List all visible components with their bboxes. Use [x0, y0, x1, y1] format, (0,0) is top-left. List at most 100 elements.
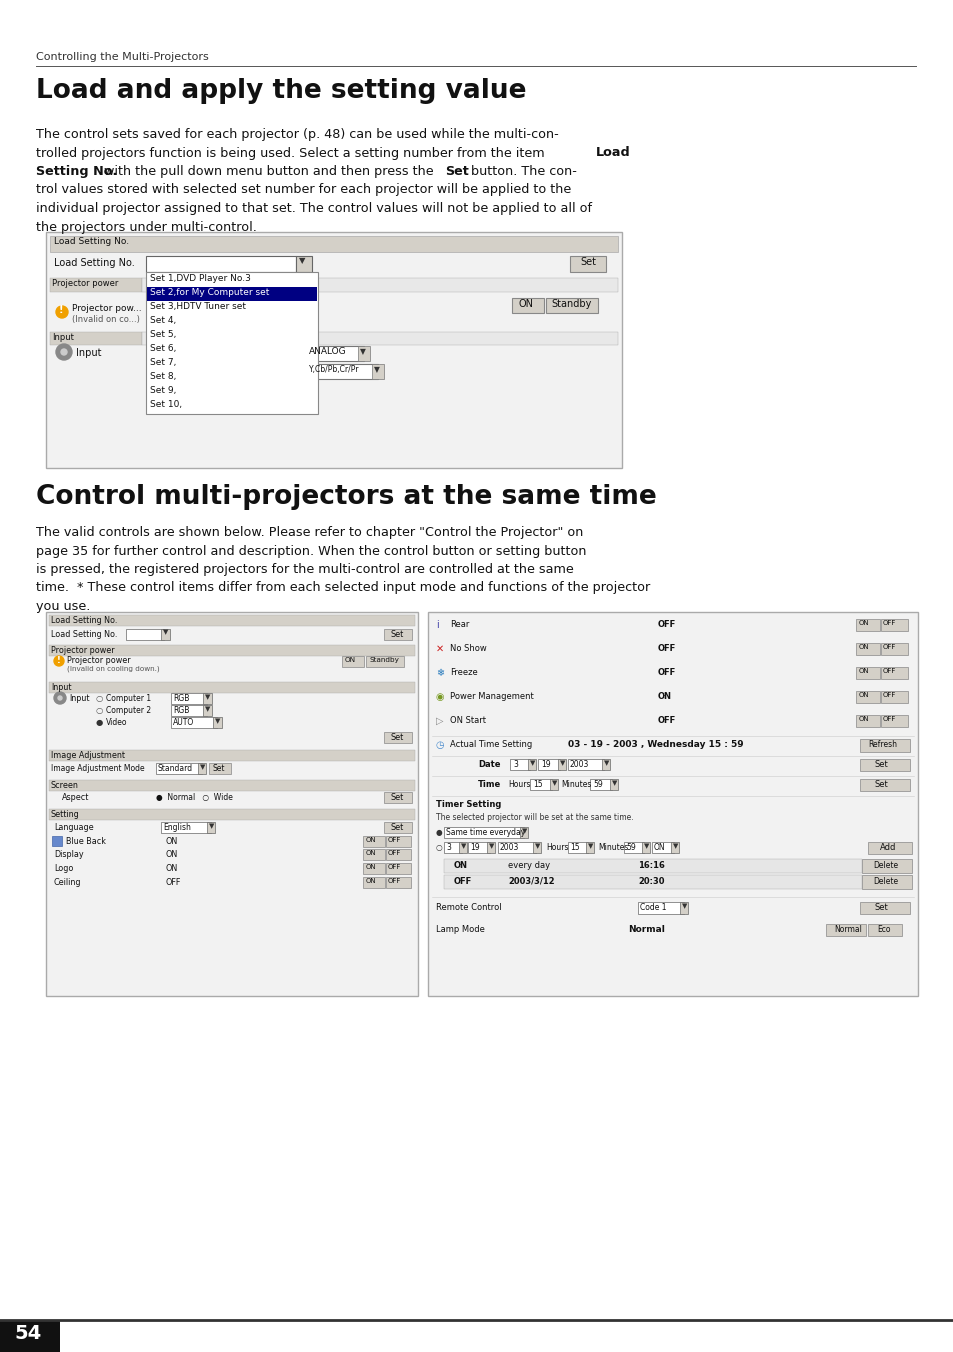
Text: Code 1: Code 1	[639, 903, 666, 913]
Text: Date: Date	[477, 760, 500, 769]
Text: ▼: ▼	[587, 844, 593, 849]
Bar	[363, 863, 385, 873]
Bar	[533, 842, 540, 853]
Text: trol values stored with selected set number for each projector will be applied t: trol values stored with selected set num…	[36, 184, 571, 196]
Text: Hours: Hours	[545, 844, 568, 852]
Text: OFF: OFF	[388, 850, 401, 856]
Text: ▼: ▼	[359, 347, 366, 356]
Bar	[880, 715, 907, 727]
Text: OFF: OFF	[388, 864, 401, 869]
Text: OFF: OFF	[882, 692, 896, 698]
Bar	[585, 842, 594, 853]
Bar	[142, 333, 618, 345]
Bar	[867, 842, 911, 854]
Text: ▷: ▷	[436, 717, 443, 726]
Bar	[213, 717, 222, 727]
Text: Control multi-projectors at the same time: Control multi-projectors at the same tim…	[36, 484, 656, 510]
Text: Minutes: Minutes	[560, 780, 591, 790]
Text: ◷: ◷	[436, 740, 444, 750]
Text: 19: 19	[470, 844, 479, 852]
Bar	[161, 822, 211, 833]
Bar	[530, 779, 552, 790]
Text: Set: Set	[444, 165, 468, 178]
Text: you use.: you use.	[36, 600, 91, 612]
Bar	[641, 842, 649, 853]
Bar	[363, 849, 385, 860]
Text: Blue Back: Blue Back	[66, 837, 106, 846]
Text: Load and apply the setting value: Load and apply the setting value	[36, 78, 526, 104]
Bar	[171, 704, 207, 717]
Text: Input: Input	[69, 694, 90, 703]
Text: 15: 15	[533, 780, 542, 790]
Text: ▼: ▼	[559, 760, 565, 767]
Text: ANALOG: ANALOG	[309, 347, 346, 356]
Circle shape	[56, 343, 71, 360]
Text: RGB: RGB	[172, 694, 190, 703]
Text: ▼: ▼	[552, 780, 557, 786]
Bar	[651, 842, 673, 853]
Bar	[366, 656, 403, 667]
Text: Projector power: Projector power	[52, 279, 118, 288]
Text: Standby: Standby	[370, 657, 399, 662]
Text: OFF: OFF	[454, 877, 472, 886]
Text: ▼: ▼	[374, 365, 379, 375]
Text: 16:16: 16:16	[638, 861, 664, 869]
Bar	[589, 779, 612, 790]
Text: Set: Set	[874, 903, 888, 913]
Text: OFF: OFF	[882, 621, 896, 626]
Text: ON: ON	[345, 657, 355, 662]
Text: !: !	[57, 656, 61, 665]
Text: ▼: ▼	[200, 764, 205, 771]
Text: Load Setting No.: Load Setting No.	[51, 630, 117, 639]
Bar	[363, 836, 385, 846]
Bar	[527, 758, 536, 771]
Bar	[207, 822, 214, 833]
Text: Time: Time	[477, 780, 500, 790]
Text: ON: ON	[366, 864, 376, 869]
Bar	[49, 808, 415, 821]
Bar	[537, 758, 559, 771]
Circle shape	[58, 696, 62, 700]
Text: The selected projector will be set at the same time.: The selected projector will be set at th…	[436, 813, 633, 822]
Text: Input: Input	[51, 683, 71, 692]
Text: is pressed, the registered projectors for the multi-control are controlled at th: is pressed, the registered projectors fo…	[36, 562, 573, 576]
Bar	[880, 619, 907, 631]
Text: OFF: OFF	[658, 621, 676, 629]
Text: 59: 59	[625, 844, 635, 852]
Text: ○: ○	[436, 844, 442, 852]
Bar	[855, 644, 879, 654]
Text: ON: ON	[858, 692, 869, 698]
Text: Actual Time Setting: Actual Time Setting	[450, 740, 532, 749]
Bar	[386, 877, 411, 888]
Bar	[171, 717, 216, 727]
Text: ▼: ▼	[672, 844, 678, 849]
Bar	[558, 758, 565, 771]
Bar	[443, 859, 862, 873]
Text: Rear: Rear	[450, 621, 469, 629]
Bar	[341, 656, 364, 667]
Text: OFF: OFF	[388, 837, 401, 844]
Text: Y,Cb/Pb,Cr/Pr: Y,Cb/Pb,Cr/Pr	[309, 365, 359, 375]
Bar	[198, 763, 206, 773]
Text: Normal: Normal	[627, 925, 664, 934]
Text: ▼: ▼	[603, 760, 609, 767]
Text: ●  Normal   ○  Wide: ● Normal ○ Wide	[156, 794, 233, 802]
Bar	[50, 237, 618, 251]
Text: 19: 19	[540, 760, 550, 769]
Text: Eco: Eco	[876, 925, 889, 934]
Text: Set: Set	[874, 780, 888, 790]
Bar	[569, 256, 605, 272]
Bar	[372, 364, 384, 379]
Text: ON: ON	[454, 861, 468, 869]
Text: Set 5,: Set 5,	[150, 330, 176, 339]
Text: 2003: 2003	[499, 844, 518, 852]
Bar	[50, 279, 142, 292]
Text: Set 7,: Set 7,	[150, 358, 176, 366]
Bar	[161, 629, 170, 639]
Text: Hours: Hours	[507, 780, 530, 790]
Text: ▼: ▼	[489, 844, 494, 849]
Text: ON: ON	[366, 837, 376, 844]
Bar	[623, 842, 643, 853]
Bar	[519, 827, 527, 838]
Bar	[862, 859, 911, 873]
